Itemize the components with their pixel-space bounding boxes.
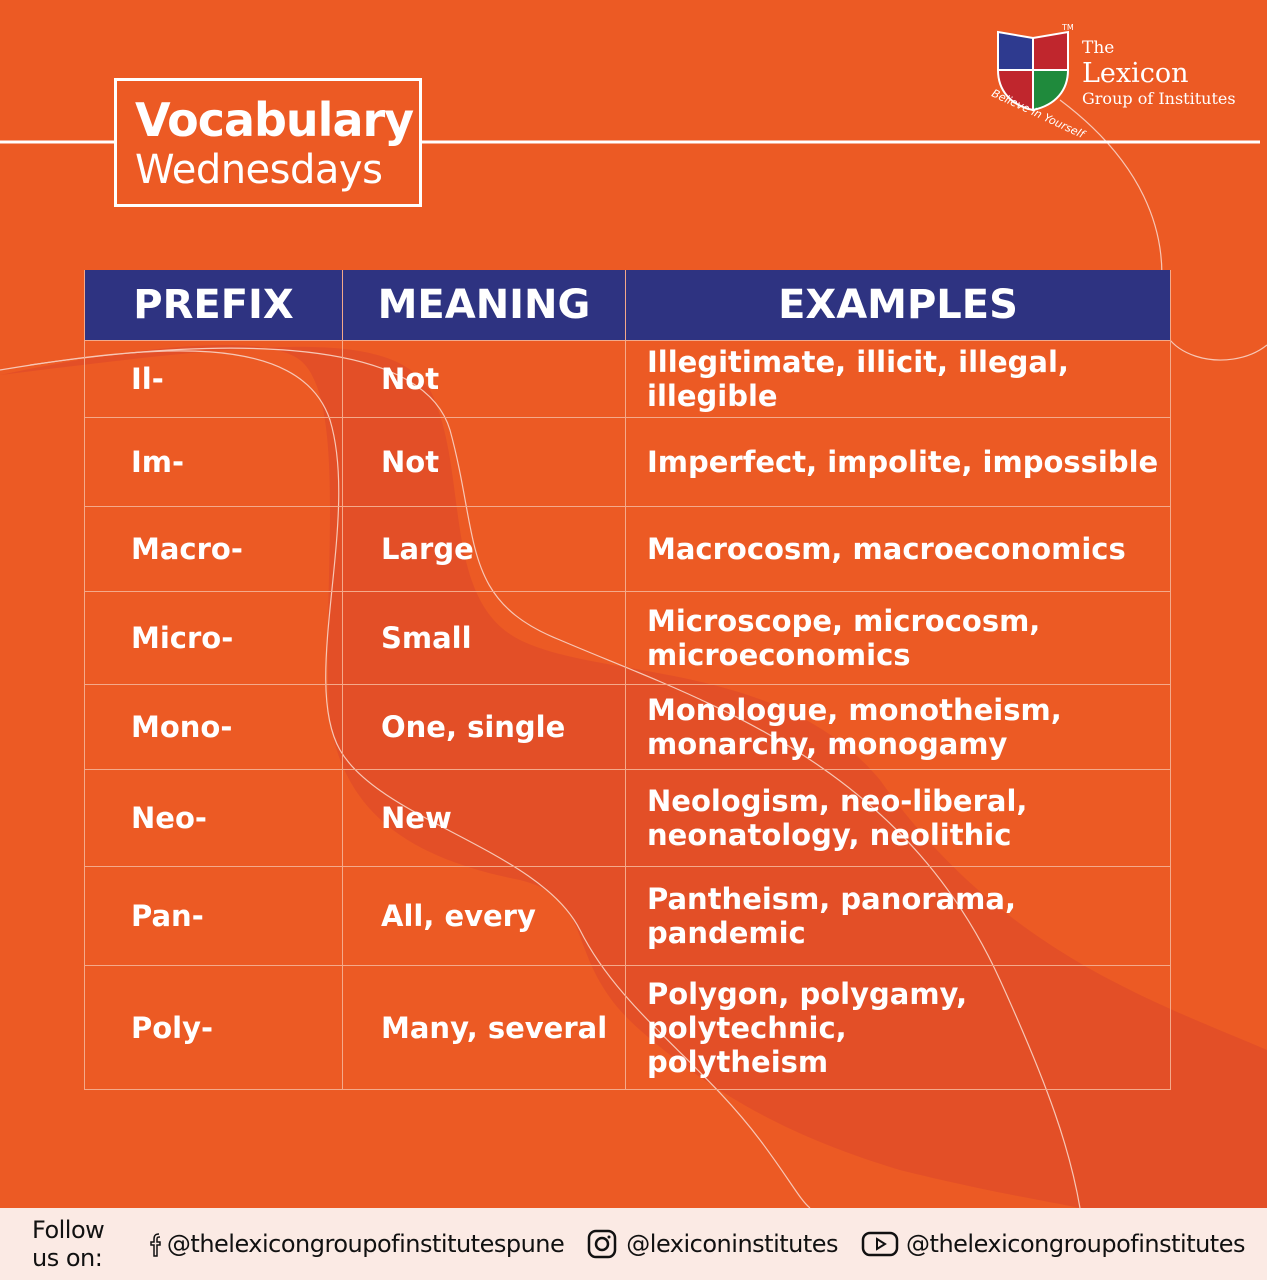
prefix-cell: Pan-	[84, 866, 343, 966]
youtube-handle: @thelexicongroupofinstitutes	[906, 1230, 1245, 1258]
youtube-icon	[861, 1231, 899, 1257]
meaning-cell: One, single	[342, 684, 626, 770]
example-line: Macrocosm, macroeconomics	[647, 532, 1126, 566]
meaning-cell: New	[342, 769, 626, 867]
logo-name: Lexicon	[1082, 58, 1189, 89]
table-row: Neo- New Neologism, neo-liberal, neonatolog…	[84, 769, 1171, 867]
instagram-icon	[588, 1229, 617, 1259]
instagram[interactable]: @lexiconinstitutes	[586, 1229, 839, 1259]
subtitle: Wednesdays	[135, 147, 383, 193]
example-line: microeconomics	[647, 638, 911, 672]
table-row: Im- Not Imperfect, impolite, impossible	[84, 417, 1171, 507]
examples-cell: Illegitimate, illicit, illegal, illegibl…	[625, 340, 1171, 418]
table-row: Poly- Many, several Polygon, polygamy, pol…	[84, 965, 1171, 1090]
example-line: neonatology, neolithic	[647, 818, 1012, 852]
facebook-icon	[150, 1233, 161, 1257]
prefix-cell: Mono-	[84, 684, 343, 770]
example-line: monarchy, monogamy	[647, 727, 1008, 761]
example-line: Polygon, polygamy, polytechnic,	[647, 976, 968, 1045]
meaning-cell: Many, several	[342, 965, 626, 1090]
table-body: Il- Not Illegitimate, illicit, illegal, il…	[84, 340, 1171, 1090]
table-row: Macro- Large Macrocosm, macroeconomics	[84, 506, 1171, 592]
examples-cell: Imperfect, impolite, impossible	[625, 417, 1171, 507]
examples-cell: Neologism, neo-liberal, neonatology, neol…	[625, 769, 1171, 867]
youtube[interactable]: @thelexicongroupofinstitutes	[860, 1229, 1245, 1259]
title: Vocabulary	[135, 93, 414, 147]
example-line: Pantheism, panorama,	[647, 882, 1016, 916]
meaning-cell: Not	[342, 417, 626, 507]
logo-the: The	[1082, 38, 1115, 58]
meaning-cell: Small	[342, 591, 626, 685]
footer: Follow us on: @thelexicongroupofinstitut…	[0, 1208, 1267, 1280]
table-row: Micro- Small Microscope, microcosm, microec…	[84, 591, 1171, 685]
prefix-cell: Poly-	[84, 965, 343, 1090]
logo-shield	[996, 30, 1070, 112]
example-line: Neologism, neo-liberal,	[647, 784, 1028, 818]
title-box: Vocabulary Wednesdays	[114, 78, 422, 207]
examples-cell: Monologue, monotheism, monarchy, monogamy	[625, 684, 1171, 770]
examples-cell: Polygon, polygamy, polytechnic, polytheis…	[625, 965, 1171, 1090]
logo-tm: TM	[1061, 23, 1074, 32]
header-row: PREFIX MEANING EXAMPLES	[84, 270, 1171, 341]
prefix-cell: Il-	[84, 340, 343, 418]
examples-cell: Macrocosm, macroeconomics	[625, 506, 1171, 592]
follow-label: Follow us on:	[32, 1216, 105, 1272]
prefix-cell: Neo-	[84, 769, 343, 867]
example-line: Imperfect, impolite, impossible	[647, 445, 1159, 479]
facebook-handle: @thelexicongroupofinstitutespune	[166, 1230, 565, 1258]
logo-group: Group of Institutes	[1082, 89, 1236, 108]
column-header: EXAMPLES	[625, 270, 1171, 341]
prefix-cell: Macro-	[84, 506, 343, 592]
example-line: Monologue, monotheism,	[647, 693, 1062, 727]
meaning-cell: Not	[342, 340, 626, 418]
table-row: Mono- One, single Monologue, monotheism, mo…	[84, 684, 1171, 770]
table-row: Il- Not Illegitimate, illicit, illegal, il…	[84, 340, 1171, 418]
example-line: Microscope, microcosm,	[647, 604, 1041, 638]
table: PREFIX MEANING EXAMPLES Il- Not Illegitimate…	[84, 270, 1171, 1090]
facebook[interactable]: @thelexicongroupofinstitutespune	[145, 1230, 565, 1258]
meaning-cell: Large	[342, 506, 626, 592]
example-line: Illegitimate, illicit, illegal, illegibl…	[647, 345, 1069, 413]
column-header: PREFIX	[84, 270, 343, 341]
table-row: Pan- All, every Pantheism, panorama, pandem…	[84, 866, 1171, 966]
examples-cell: Pantheism, panorama, pandemic	[625, 866, 1171, 966]
instagram-handle: @lexiconinstitutes	[626, 1230, 839, 1258]
prefix-cell: Micro-	[84, 591, 343, 685]
prefix-cell: Im-	[84, 417, 343, 507]
meaning-cell: All, every	[342, 866, 626, 966]
example-line: pandemic	[647, 916, 806, 950]
column-header: MEANING	[342, 270, 626, 341]
example-line: polytheism	[647, 1044, 829, 1079]
examples-cell: Microscope, microcosm, microeconomics	[625, 591, 1171, 685]
